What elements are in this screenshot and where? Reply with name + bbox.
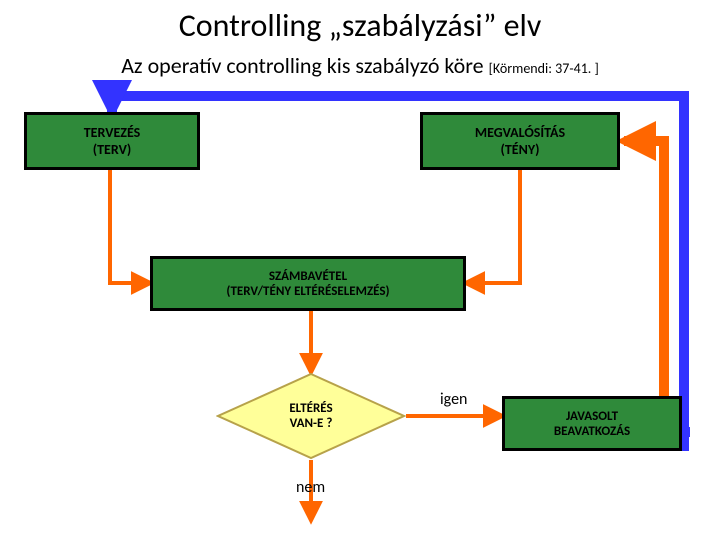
node-megvalositas-label: MEGVALÓSÍTÁS (TÉNY) bbox=[475, 124, 565, 158]
label-igen: igen bbox=[440, 390, 467, 409]
page-subtitle: Az operatív controlling kis szabályzó kö… bbox=[0, 52, 720, 79]
node-elteres-label: ELTÉRÉS VAN-E ? bbox=[289, 401, 332, 431]
node-megvalositas: MEGVALÓSÍTÁS (TÉNY) bbox=[420, 112, 620, 170]
edge-megvalositas-szambavetel bbox=[466, 170, 520, 283]
node-tervezes-label: TERVEZÉS (TERV) bbox=[84, 124, 141, 158]
page-title: Controlling „szabályzási” elv bbox=[0, 6, 720, 45]
subtitle-citation: [Körmendi: 37-41. ] bbox=[489, 60, 599, 77]
label-nem-text: nem bbox=[296, 478, 325, 497]
node-javasolt-label: JAVASOLT BEAVATKOZÁS bbox=[554, 409, 630, 439]
node-szambavetel-label: SZÁMBAVÉTEL (TERV/TÉNY ELTÉRÉSELEMZÉS) bbox=[226, 269, 389, 299]
title-text: Controlling „szabályzási” elv bbox=[179, 6, 542, 45]
node-javasolt: JAVASOLT BEAVATKOZÁS bbox=[502, 396, 682, 451]
label-nem: nem bbox=[296, 478, 325, 497]
node-elteres: ELTÉRÉS VAN-E ? bbox=[216, 372, 406, 460]
subtitle-text: Az operatív controlling kis szabályzó kö… bbox=[121, 52, 488, 79]
label-igen-text: igen bbox=[440, 390, 467, 409]
node-tervezes: TERVEZÉS (TERV) bbox=[24, 112, 200, 170]
node-szambavetel: SZÁMBAVÉTEL (TERV/TÉNY ELTÉRÉSELEMZÉS) bbox=[150, 256, 466, 311]
diagram-stage: Controlling „szabályzási” elv Az operatí… bbox=[0, 0, 720, 540]
edge-tervezes-szambavetel bbox=[110, 170, 150, 283]
